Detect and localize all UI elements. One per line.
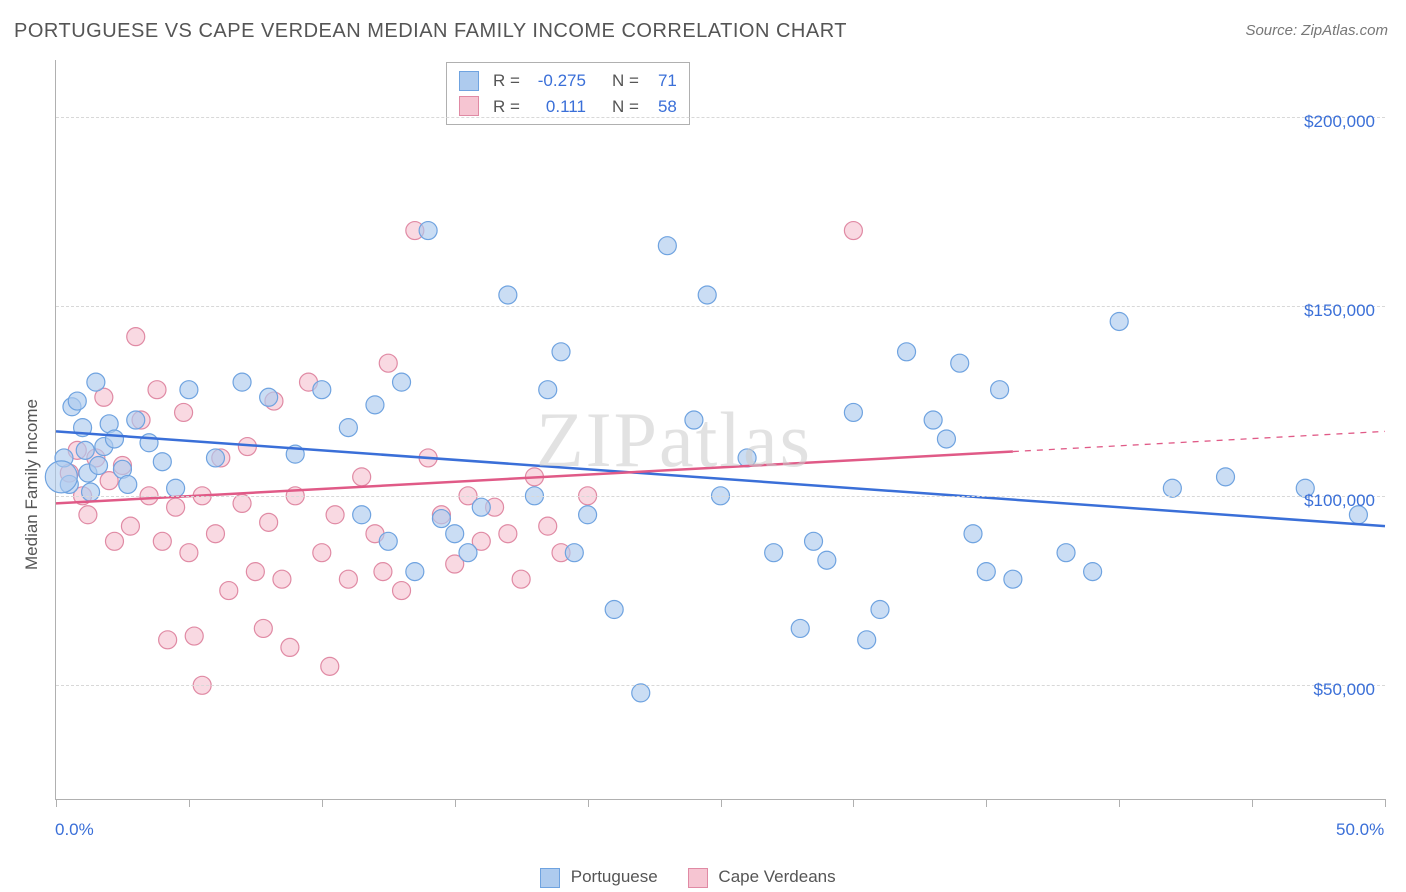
- stats-swatch-capeverdeans: [459, 96, 479, 116]
- ytick-label: $200,000: [1304, 112, 1375, 132]
- stats-swatch-portuguese: [459, 71, 479, 91]
- r-label: R =: [493, 94, 520, 120]
- n-value-capeverdeans: 58: [647, 94, 677, 120]
- ytick-label: $50,000: [1314, 680, 1375, 700]
- xtick-mark: [1119, 799, 1120, 807]
- xtick-mark: [189, 799, 190, 807]
- xtick-mark: [1385, 799, 1386, 807]
- plot-area: ZIPatlas R = -0.275 N = 71 R = 0.111 N =…: [55, 60, 1385, 800]
- n-value-portuguese: 71: [647, 68, 677, 94]
- chart-title: PORTUGUESE VS CAPE VERDEAN MEDIAN FAMILY…: [14, 20, 847, 43]
- xtick-label: 50.0%: [1336, 820, 1384, 840]
- r-value-capeverdeans: 0.111: [528, 94, 586, 120]
- gridline-h: [56, 685, 1385, 686]
- xtick-mark: [853, 799, 854, 807]
- bottom-legend: Portuguese Cape Verdeans: [540, 867, 836, 888]
- legend-item-capeverdeans: Cape Verdeans: [688, 867, 836, 888]
- ytick-label: $100,000: [1304, 491, 1375, 511]
- source-label: Source: ZipAtlas.com: [1245, 22, 1388, 39]
- legend-swatch-portuguese: [540, 868, 560, 888]
- xtick-label: 0.0%: [55, 820, 94, 840]
- gridline-h: [56, 117, 1385, 118]
- xtick-mark: [721, 799, 722, 807]
- xtick-mark: [322, 799, 323, 807]
- xtick-mark: [588, 799, 589, 807]
- gridline-h: [56, 496, 1385, 497]
- xtick-mark: [1252, 799, 1253, 807]
- y-axis-label: Median Family Income: [22, 399, 42, 570]
- stats-row-capeverdeans: R = 0.111 N = 58: [459, 94, 677, 120]
- legend-swatch-capeverdeans: [688, 868, 708, 888]
- legend-item-portuguese: Portuguese: [540, 867, 658, 888]
- xtick-mark: [56, 799, 57, 807]
- r-value-portuguese: -0.275: [528, 68, 586, 94]
- ytick-label: $150,000: [1304, 301, 1375, 321]
- gridline-h: [56, 306, 1385, 307]
- xtick-mark: [986, 799, 987, 807]
- plot-svg: [56, 60, 1385, 799]
- stats-row-portuguese: R = -0.275 N = 71: [459, 68, 677, 94]
- legend-label-portuguese: Portuguese: [571, 867, 658, 886]
- legend-label-capeverdeans: Cape Verdeans: [718, 867, 835, 886]
- r-label: R =: [493, 68, 520, 94]
- n-label: N =: [612, 94, 639, 120]
- xtick-mark: [455, 799, 456, 807]
- chart-container: PORTUGUESE VS CAPE VERDEAN MEDIAN FAMILY…: [0, 0, 1406, 892]
- stats-legend-box: R = -0.275 N = 71 R = 0.111 N = 58: [446, 62, 690, 125]
- n-label: N =: [612, 68, 639, 94]
